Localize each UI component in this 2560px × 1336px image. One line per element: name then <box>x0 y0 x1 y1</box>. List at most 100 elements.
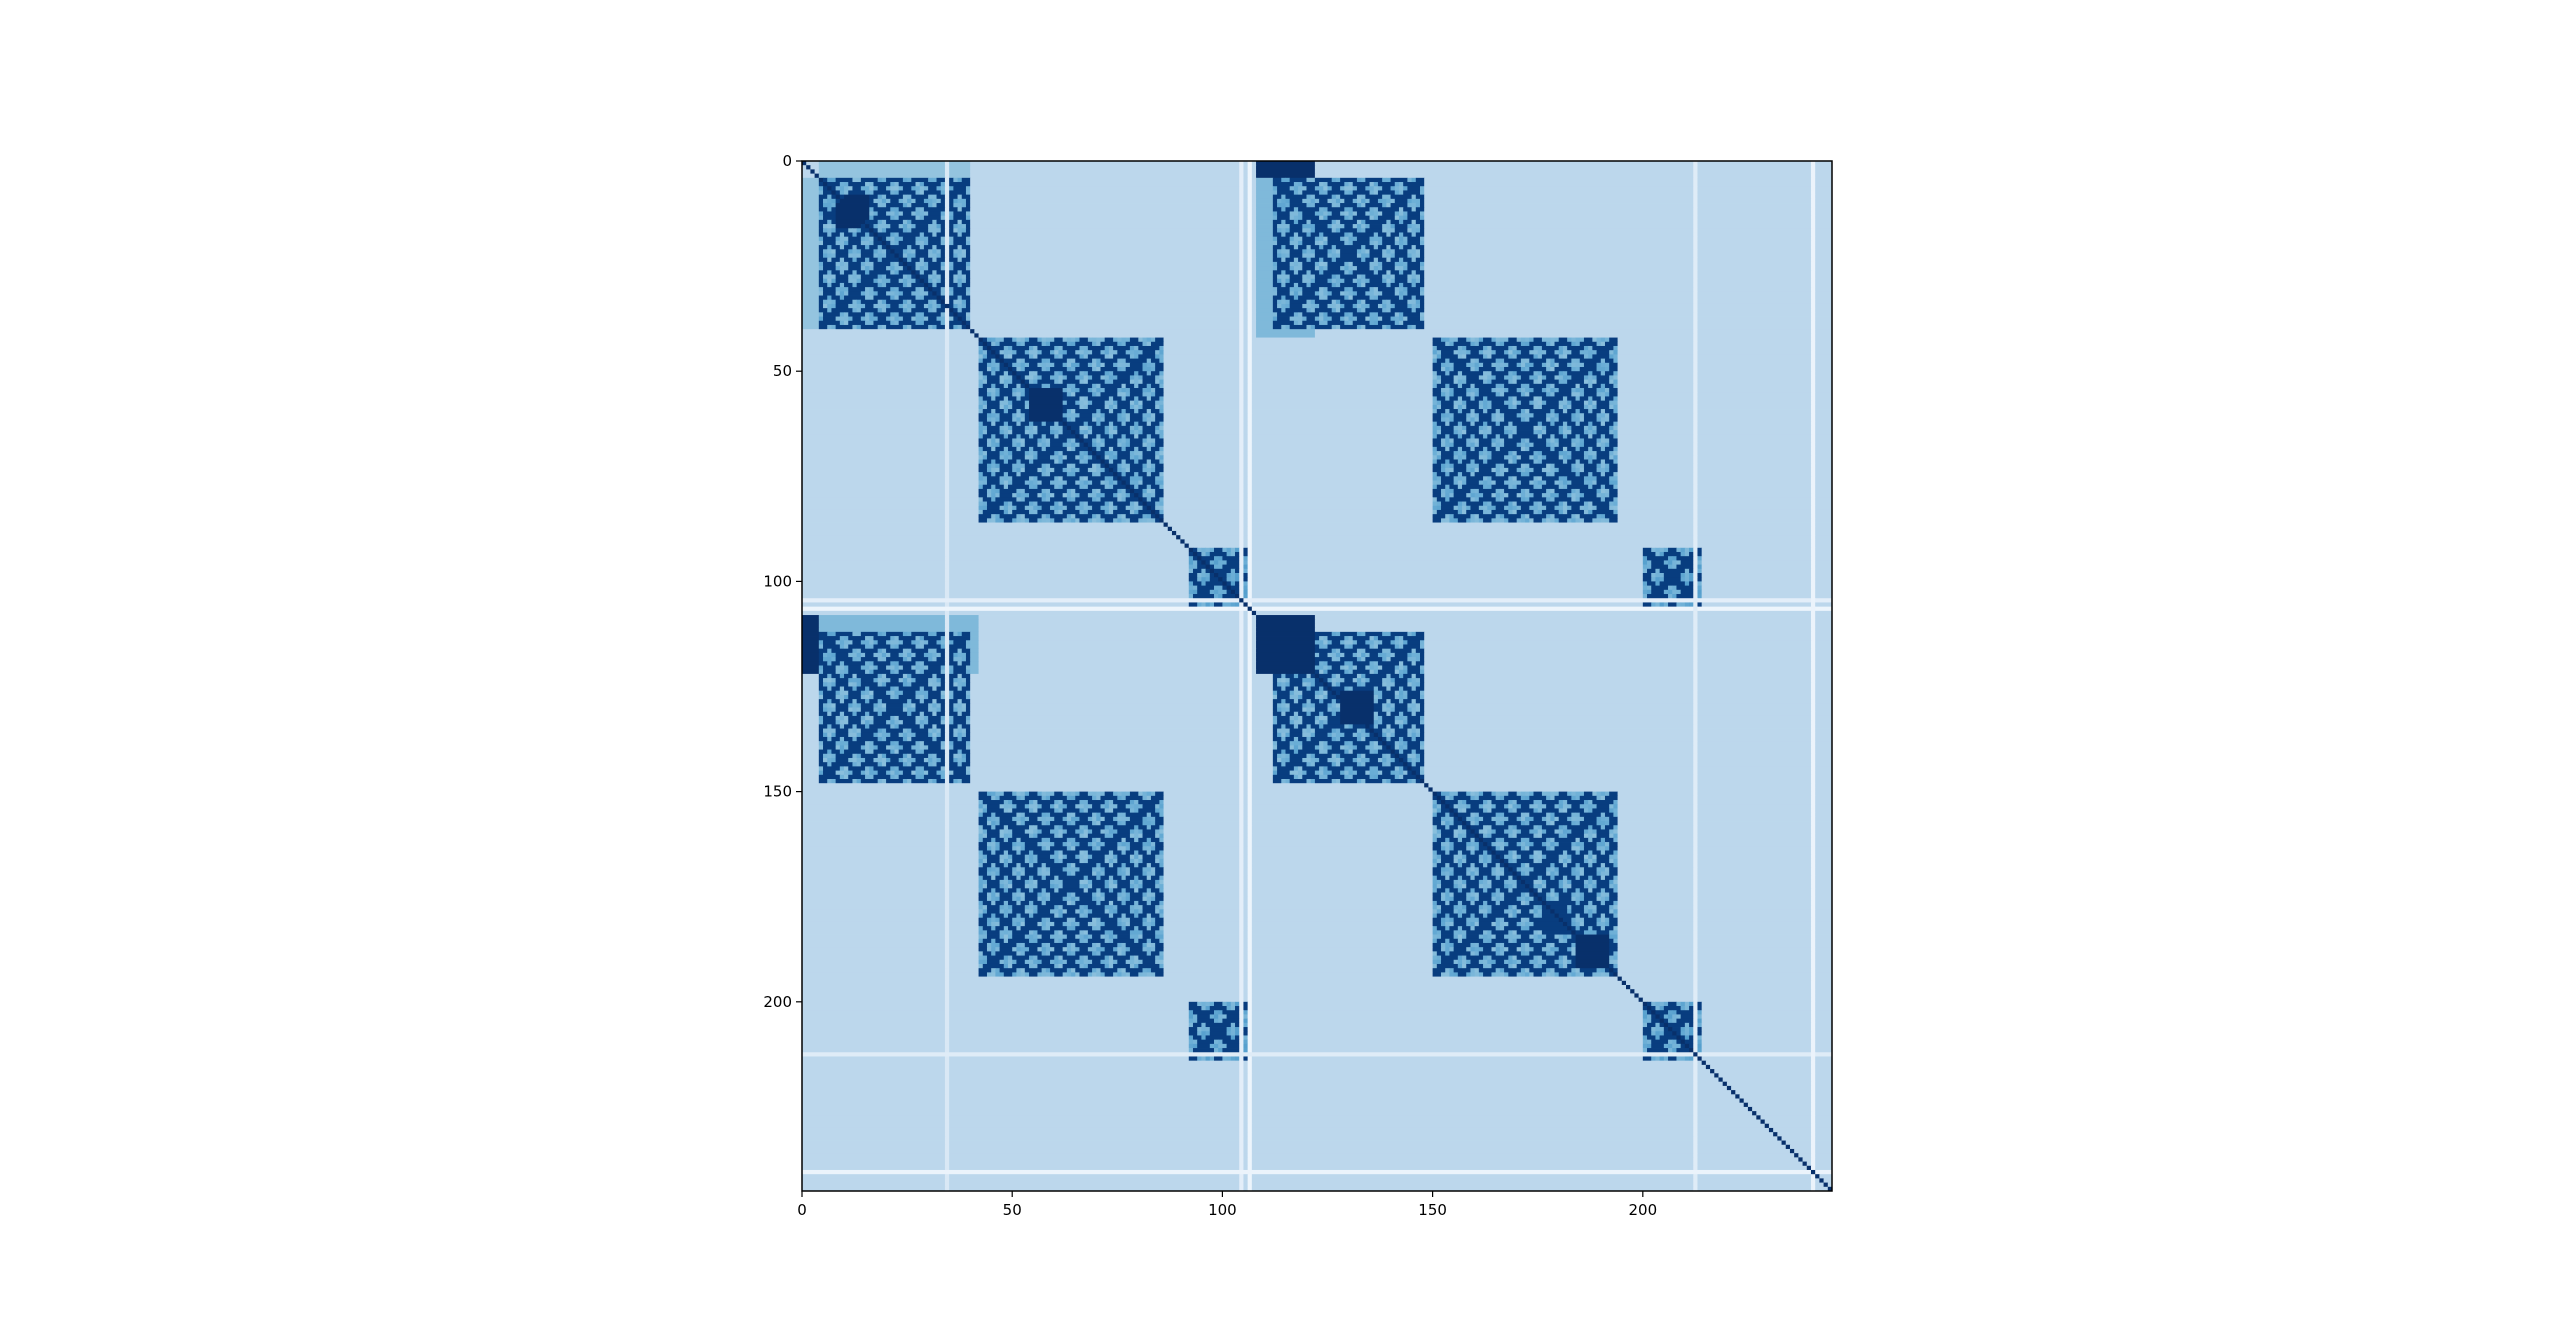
heatmap-cell <box>1520 362 1526 368</box>
heatmap-cell <box>1306 324 1312 330</box>
heatmap-cell <box>1029 434 1034 439</box>
heatmap-cell <box>1567 476 1585 481</box>
heatmap-cell <box>957 253 963 259</box>
heatmap-cell <box>1516 493 1522 498</box>
heatmap-cell <box>1470 392 1476 397</box>
heatmap-cell <box>1104 345 1110 351</box>
heatmap-cell <box>1323 236 1328 242</box>
heatmap-cell <box>1314 278 1328 284</box>
heatmap-cell <box>1331 219 1337 225</box>
heatmap-cell <box>1693 341 1698 347</box>
heatmap-cell <box>1600 484 1606 490</box>
heatmap-cell <box>957 245 963 250</box>
heatmap-cell <box>1588 505 1593 511</box>
heatmap-cell <box>1020 396 1030 402</box>
heatmap-cell <box>1302 261 1316 267</box>
heatmap-cell <box>1432 488 1442 494</box>
heatmap-cell <box>1079 337 1089 343</box>
heatmap-cell <box>961 207 971 212</box>
heatmap-cell <box>1239 421 1244 427</box>
heatmap-cell <box>1104 451 1110 456</box>
heatmap-cell <box>1008 484 1030 490</box>
heatmap-cell <box>1567 345 1585 351</box>
heatmap-cell <box>1453 442 1467 448</box>
heatmap-cell <box>1340 249 1358 254</box>
heatmap-cell <box>1499 463 1505 469</box>
heatmap-cell <box>1003 484 1009 490</box>
heatmap-cell <box>1352 215 1370 221</box>
heatmap-cell <box>1163 341 1240 347</box>
heatmap-cell <box>1113 409 1122 414</box>
heatmap-cell <box>970 253 1240 259</box>
heatmap-cell <box>953 236 967 242</box>
heatmap-cell <box>1075 383 1093 389</box>
heatmap-cell <box>1340 203 1358 208</box>
heatmap-cell <box>1499 421 1509 427</box>
heatmap-cell <box>1810 291 1816 296</box>
heatmap-cell <box>1104 417 1118 423</box>
heatmap-cell <box>1815 224 1833 229</box>
heatmap-cell <box>1361 249 1366 254</box>
heatmap-cell <box>1466 392 1471 397</box>
heatmap-cell <box>953 211 967 217</box>
heatmap-cell <box>902 266 908 271</box>
heatmap-cell <box>991 413 996 418</box>
heatmap-cell <box>1600 497 1606 502</box>
heatmap-cell <box>886 186 891 191</box>
heatmap-cell <box>898 312 916 317</box>
heatmap-cell <box>1554 388 1560 393</box>
heatmap-cell <box>1558 417 1572 423</box>
heatmap-cell <box>1033 345 1038 351</box>
heatmap-cell <box>1693 463 1698 469</box>
heatmap-cell <box>965 324 971 330</box>
heatmap-cell <box>1037 442 1043 448</box>
heatmap-cell <box>940 291 946 296</box>
heatmap-cell <box>1377 245 1387 250</box>
heatmap-cell <box>999 358 1005 364</box>
heatmap-cell <box>856 232 866 238</box>
heatmap-cell <box>1163 472 1240 477</box>
heatmap-cell <box>1533 430 1539 435</box>
heatmap-cell <box>970 324 1240 330</box>
heatmap-cell <box>1062 350 1068 355</box>
heatmap-cell <box>1243 396 1249 402</box>
heatmap-cell <box>839 295 845 301</box>
heatmap-cell <box>1453 451 1459 456</box>
heatmap-cell <box>982 337 988 343</box>
heatmap-cell <box>907 245 912 250</box>
heatmap-cell <box>970 228 1240 233</box>
heatmap-cell <box>860 324 879 330</box>
heatmap-cell <box>844 186 849 191</box>
heatmap-cell <box>1251 232 1257 238</box>
heatmap-cell <box>1050 467 1055 473</box>
heatmap-cell <box>1516 404 1534 410</box>
heatmap-cell <box>1390 308 1412 313</box>
heatmap-cell <box>1003 409 1009 414</box>
heatmap-cell <box>1251 383 1434 389</box>
heatmap-cell <box>1403 186 1408 191</box>
heatmap-cell <box>1310 257 1320 263</box>
heatmap-cell <box>1617 400 1694 406</box>
heatmap-cell <box>1272 177 1282 183</box>
heatmap-cell <box>1033 425 1038 431</box>
heatmap-cell <box>890 249 895 254</box>
heatmap-cell <box>1361 257 1366 263</box>
heatmap-cell <box>1554 350 1560 355</box>
heatmap-cell <box>919 186 925 191</box>
heatmap-cell <box>1432 438 1442 444</box>
heatmap-cell <box>1058 451 1064 456</box>
heatmap-cell <box>1600 467 1606 473</box>
heatmap-cell <box>1104 438 1118 444</box>
heatmap-cell <box>1012 350 1017 355</box>
heatmap-cell <box>1096 358 1101 364</box>
heatmap-cell <box>928 303 933 309</box>
heatmap-cell <box>886 282 904 288</box>
heatmap-cell <box>1525 442 1530 448</box>
heatmap-cell <box>877 253 883 259</box>
heatmap-cell <box>1613 404 1618 410</box>
heatmap-cell <box>1382 299 1387 305</box>
heatmap-cell <box>1314 299 1333 305</box>
heatmap-cell <box>1113 476 1118 481</box>
heatmap-cell <box>802 257 820 263</box>
heatmap-cell <box>865 303 874 309</box>
